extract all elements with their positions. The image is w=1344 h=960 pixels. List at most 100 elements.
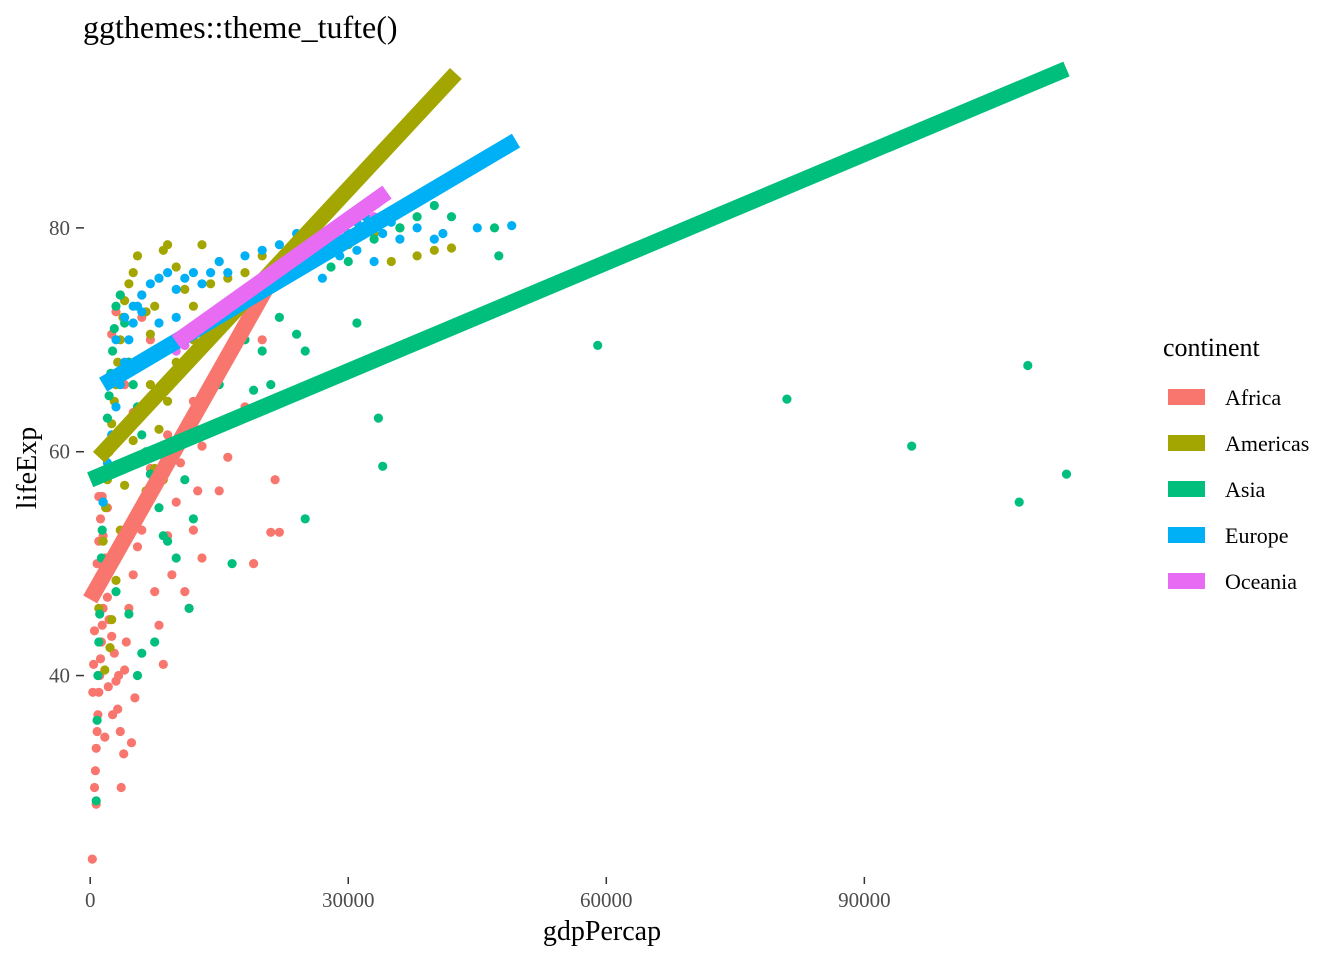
data-point xyxy=(228,559,237,568)
data-point xyxy=(150,302,159,311)
data-point xyxy=(99,498,108,507)
legend-entry-africa: Africa xyxy=(1168,385,1281,410)
data-point xyxy=(185,604,194,613)
data-point xyxy=(137,307,146,316)
fit-line-europe xyxy=(103,141,516,385)
data-point xyxy=(94,637,103,646)
data-point xyxy=(249,386,258,395)
data-point xyxy=(122,637,131,646)
legend-key xyxy=(1168,573,1205,589)
data-point xyxy=(133,542,142,551)
data-point xyxy=(197,240,206,249)
data-point xyxy=(108,346,117,355)
data-point xyxy=(249,559,258,568)
legend-entry-europe: Europe xyxy=(1168,523,1289,548)
data-point xyxy=(154,425,163,434)
data-point xyxy=(206,268,215,277)
data-point xyxy=(124,279,133,288)
data-point xyxy=(189,514,198,523)
data-point xyxy=(318,274,327,283)
data-point xyxy=(189,268,198,277)
data-point xyxy=(108,710,117,719)
data-point xyxy=(447,243,456,252)
data-point xyxy=(116,727,125,736)
data-point xyxy=(172,313,181,322)
data-point xyxy=(473,223,482,232)
data-point xyxy=(197,553,206,562)
legend-label: Europe xyxy=(1225,523,1289,548)
data-point xyxy=(258,335,267,344)
data-point xyxy=(92,796,101,805)
data-point xyxy=(180,475,189,484)
data-point xyxy=(438,229,447,238)
data-point xyxy=(110,324,119,333)
data-point xyxy=(129,436,138,445)
data-point xyxy=(266,380,275,389)
data-point xyxy=(1062,470,1071,479)
data-point xyxy=(159,660,168,669)
data-point xyxy=(137,290,146,299)
data-point xyxy=(352,318,361,327)
data-point xyxy=(301,346,310,355)
data-point xyxy=(413,212,422,221)
data-point xyxy=(223,453,232,462)
data-point xyxy=(111,587,120,596)
data-point xyxy=(413,223,422,232)
y-axis: 40 60 80 xyxy=(49,216,84,688)
data-point xyxy=(154,274,163,283)
data-point xyxy=(326,262,335,271)
data-point xyxy=(111,335,120,344)
data-point xyxy=(163,240,172,249)
data-point xyxy=(163,537,172,546)
data-point xyxy=(172,553,181,562)
data-point xyxy=(127,738,136,747)
data-point xyxy=(100,733,109,742)
data-point xyxy=(258,346,267,355)
data-point xyxy=(223,268,232,277)
data-point xyxy=(105,391,114,400)
data-point xyxy=(116,290,125,299)
data-point xyxy=(103,593,112,602)
data-point xyxy=(271,475,280,484)
data-point xyxy=(117,783,126,792)
data-point xyxy=(133,671,142,680)
legend-entry-asia: Asia xyxy=(1168,477,1266,502)
data-point xyxy=(111,302,120,311)
data-point xyxy=(107,615,116,624)
data-point xyxy=(172,285,181,294)
data-point xyxy=(447,212,456,221)
legend-label: Africa xyxy=(1225,385,1281,410)
data-point xyxy=(374,414,383,423)
data-point xyxy=(301,514,310,523)
data-point xyxy=(193,486,202,495)
x-axis: 0 30000 60000 90000 xyxy=(85,877,891,912)
data-point xyxy=(240,251,249,260)
data-point xyxy=(197,279,206,288)
data-point xyxy=(93,671,102,680)
data-point xyxy=(90,626,99,635)
data-point xyxy=(137,430,146,439)
data-point xyxy=(95,609,104,618)
data-point xyxy=(133,251,142,260)
fit-lines-layer xyxy=(90,69,1066,599)
legend-entry-oceania: Oceania xyxy=(1168,569,1297,594)
data-point xyxy=(275,313,284,322)
data-point xyxy=(104,682,113,691)
y-tick-label: 40 xyxy=(49,664,70,688)
data-point xyxy=(124,609,133,618)
data-point xyxy=(91,766,100,775)
legend-label: Oceania xyxy=(1225,569,1297,594)
x-tick-label: 0 xyxy=(85,888,96,912)
data-point xyxy=(167,570,176,579)
data-point xyxy=(395,223,404,232)
data-point xyxy=(1023,361,1032,370)
data-point xyxy=(146,279,155,288)
legend-entries: Africa Americas Asia Europe Oceania xyxy=(1168,385,1309,594)
y-tick-label: 80 xyxy=(49,216,70,240)
data-point xyxy=(111,402,120,411)
data-point xyxy=(593,341,602,350)
data-point xyxy=(266,528,275,537)
data-point xyxy=(430,235,439,244)
data-point xyxy=(93,716,102,725)
